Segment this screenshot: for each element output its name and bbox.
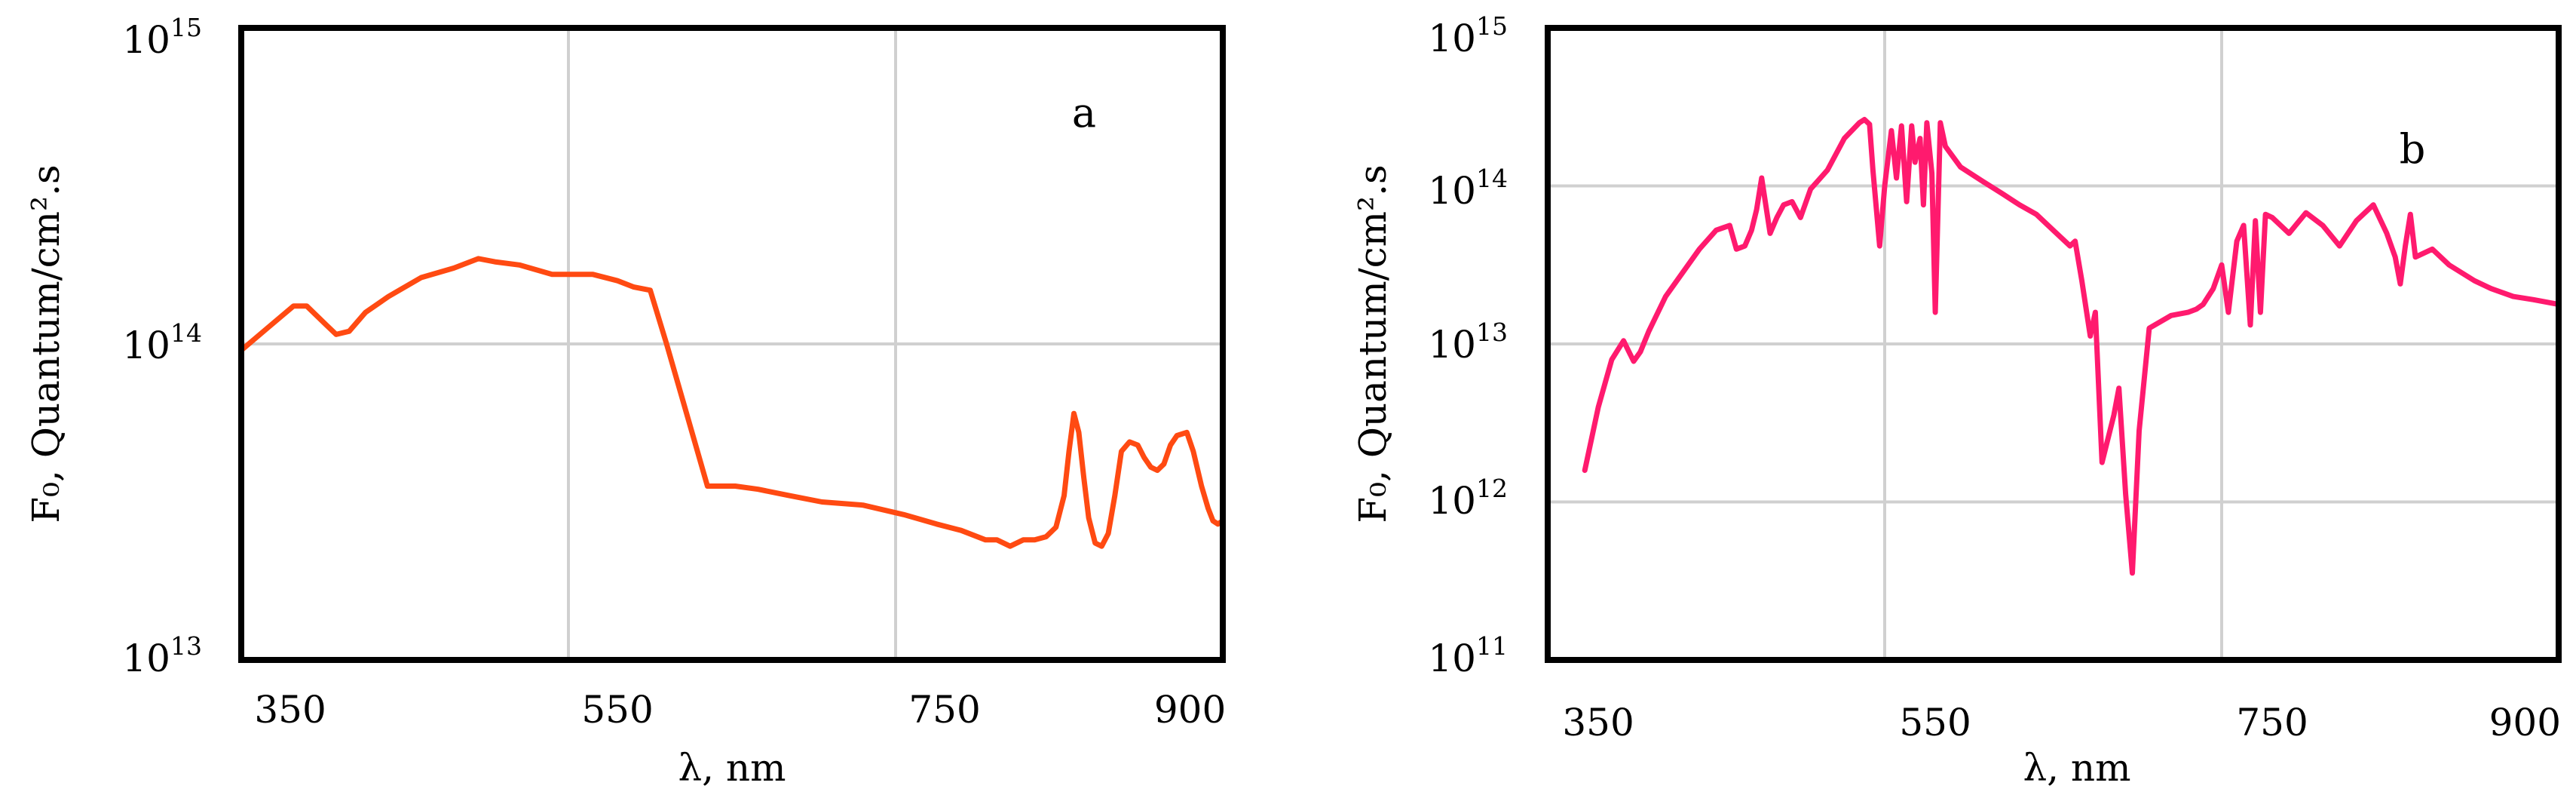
x-tick-label: 350 bbox=[254, 688, 326, 732]
y-tick-label: 1013 bbox=[1428, 318, 1508, 367]
panel-label-a: a bbox=[1072, 89, 1096, 137]
x-axis-title-a: λ, nm bbox=[678, 746, 786, 790]
panel-label-b: b bbox=[2400, 125, 2426, 173]
x-tick-label: 900 bbox=[2489, 701, 2561, 744]
grid-a bbox=[241, 28, 1223, 660]
y-tick-label: 1014 bbox=[1428, 164, 1508, 213]
x-tick-label: 550 bbox=[581, 688, 653, 732]
plot-frame-b bbox=[1545, 25, 2562, 663]
y-axis-title-b: F₀, Quantum/cm².s bbox=[1351, 164, 1395, 523]
y-tick-label: 1014 bbox=[122, 318, 202, 367]
series-line-b bbox=[1582, 117, 2562, 576]
y-tick-label: 1015 bbox=[122, 13, 202, 62]
chart-panel-b: 1011 1012 1013 1014 1015 350 550 750 900… bbox=[1351, 11, 2562, 790]
x-tick-label: 900 bbox=[1154, 688, 1226, 732]
grid-b bbox=[1548, 28, 2559, 660]
plot-frame-a bbox=[238, 25, 1226, 663]
y-tick-label: 1013 bbox=[122, 631, 202, 680]
chart-panel-a: 1013 1014 1015 350 550 750 900 λ, nm F₀,… bbox=[24, 13, 1226, 790]
x-tick-label: 550 bbox=[1899, 701, 1971, 744]
x-axis-title-b: λ, nm bbox=[2023, 746, 2130, 790]
y-axis-title-a: F₀, Quantum/cm².s bbox=[24, 164, 68, 523]
y-tick-label: 1011 bbox=[1428, 631, 1508, 680]
series-line-a bbox=[238, 256, 1226, 549]
y-tick-label: 1015 bbox=[1428, 11, 1508, 60]
x-tick-label: 350 bbox=[1562, 701, 1634, 744]
x-tick-label: 750 bbox=[908, 688, 980, 732]
y-tick-label: 1012 bbox=[1428, 474, 1508, 523]
x-tick-label: 750 bbox=[2236, 701, 2308, 744]
